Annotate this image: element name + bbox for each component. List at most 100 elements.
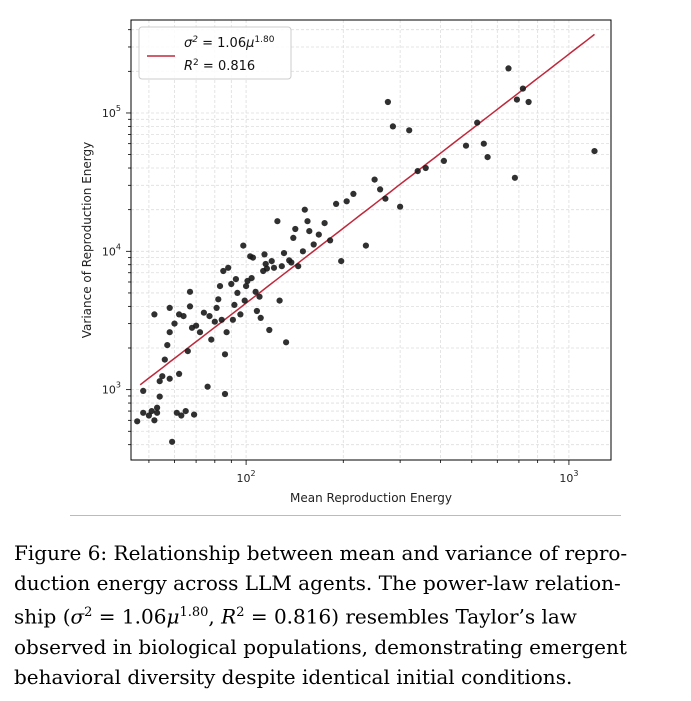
y-tick-label: 103 [102,381,121,397]
legend: σ2 = 1.06μ1.80 R2 = 0.816 [138,26,292,80]
data-point [257,314,264,321]
data-point [240,242,247,249]
data-point [164,342,171,349]
data-point [193,322,200,329]
data-point [225,264,232,271]
data-point [350,190,357,197]
legend-label-line1: σ2 = 1.06μ1.80 [184,35,275,51]
plot-frame [130,19,612,461]
fit-line [139,33,595,386]
data-point [169,438,176,445]
data-point [232,276,239,283]
legend-box [138,26,292,80]
data-point [154,404,161,411]
data-point [343,198,350,205]
data-point [440,157,447,164]
data-point [229,316,236,323]
data-point [591,148,598,155]
data-point [231,301,238,308]
data-point [176,370,183,377]
data-point [221,351,229,358]
data-point [327,237,334,244]
data-point [151,311,158,318]
data-point [156,393,163,400]
data-point [215,296,222,303]
data-point [290,234,297,241]
data-point [362,242,369,249]
data-point [315,231,322,238]
grid-lines [131,20,611,460]
data-point [377,186,384,193]
data-point [484,154,491,161]
data-point [241,297,248,304]
caption-line-3: ship (σ2 = 1.06μ1.80, R2 = 0.816) resemb… [14,604,577,629]
data-point [295,263,302,270]
data-point [278,263,285,270]
data-point [299,248,306,255]
data-point [321,220,328,227]
data-point [145,412,152,419]
data-point [382,195,389,202]
data-point [228,280,235,288]
data-point [196,329,204,336]
data-point [213,304,220,311]
data-point [252,288,259,295]
data-point [525,98,532,106]
data-point [270,264,278,271]
axis-ticks: 102 103 103 104 105 [102,29,578,485]
data-point [166,375,173,382]
data-point [151,417,158,424]
data-point [474,119,481,126]
data-point [333,200,340,207]
data-point [178,412,185,419]
data-point [221,390,229,398]
data-point [280,250,288,257]
data-point [180,313,187,320]
figure-caption: Figure 6: Relationship between mean and … [14,538,678,692]
data-point [234,289,241,296]
data-point [256,293,263,300]
data-point [519,85,527,92]
data-point [206,313,213,320]
data-point [211,318,218,325]
data-point [204,383,211,390]
data-point [171,320,178,327]
data-point [248,275,255,282]
x-tick-label: 103 [559,469,578,485]
data-point [462,142,470,149]
data-point [276,297,283,304]
data-point [371,176,378,183]
data-point [505,65,512,72]
data-point [159,373,166,380]
data-point [480,140,487,147]
data-point [173,409,180,416]
y-axis-label: Variance of Reproduction Energy [80,142,94,338]
data-points [134,65,598,445]
data-point [184,348,191,355]
data-point [283,339,290,346]
data-point [414,168,421,175]
data-point [154,409,161,416]
data-point [304,218,311,225]
data-point [140,409,147,416]
power-law-fit-line [139,33,595,386]
data-point [140,387,147,394]
data-point [306,228,313,235]
data-point [406,127,413,134]
data-point [156,378,163,385]
data-point [384,98,391,106]
data-point [166,329,173,336]
data-point [134,418,141,425]
data-point [200,309,207,316]
data-point [292,225,299,233]
data-point [261,251,268,258]
caption-line-1: Figure 6: Relationship between mean and … [14,541,628,565]
data-point [301,206,308,213]
data-point [186,303,194,310]
y-tick-label: 104 [102,242,121,258]
caption-line-5: behavioral diversity despite identical i… [14,664,573,689]
data-point [148,408,155,415]
legend-label-line2: R2 = 0.816 [184,58,255,74]
y-tick-label: 105 [102,104,121,120]
caption-line-4: observed in biological populations, demo… [14,634,627,659]
